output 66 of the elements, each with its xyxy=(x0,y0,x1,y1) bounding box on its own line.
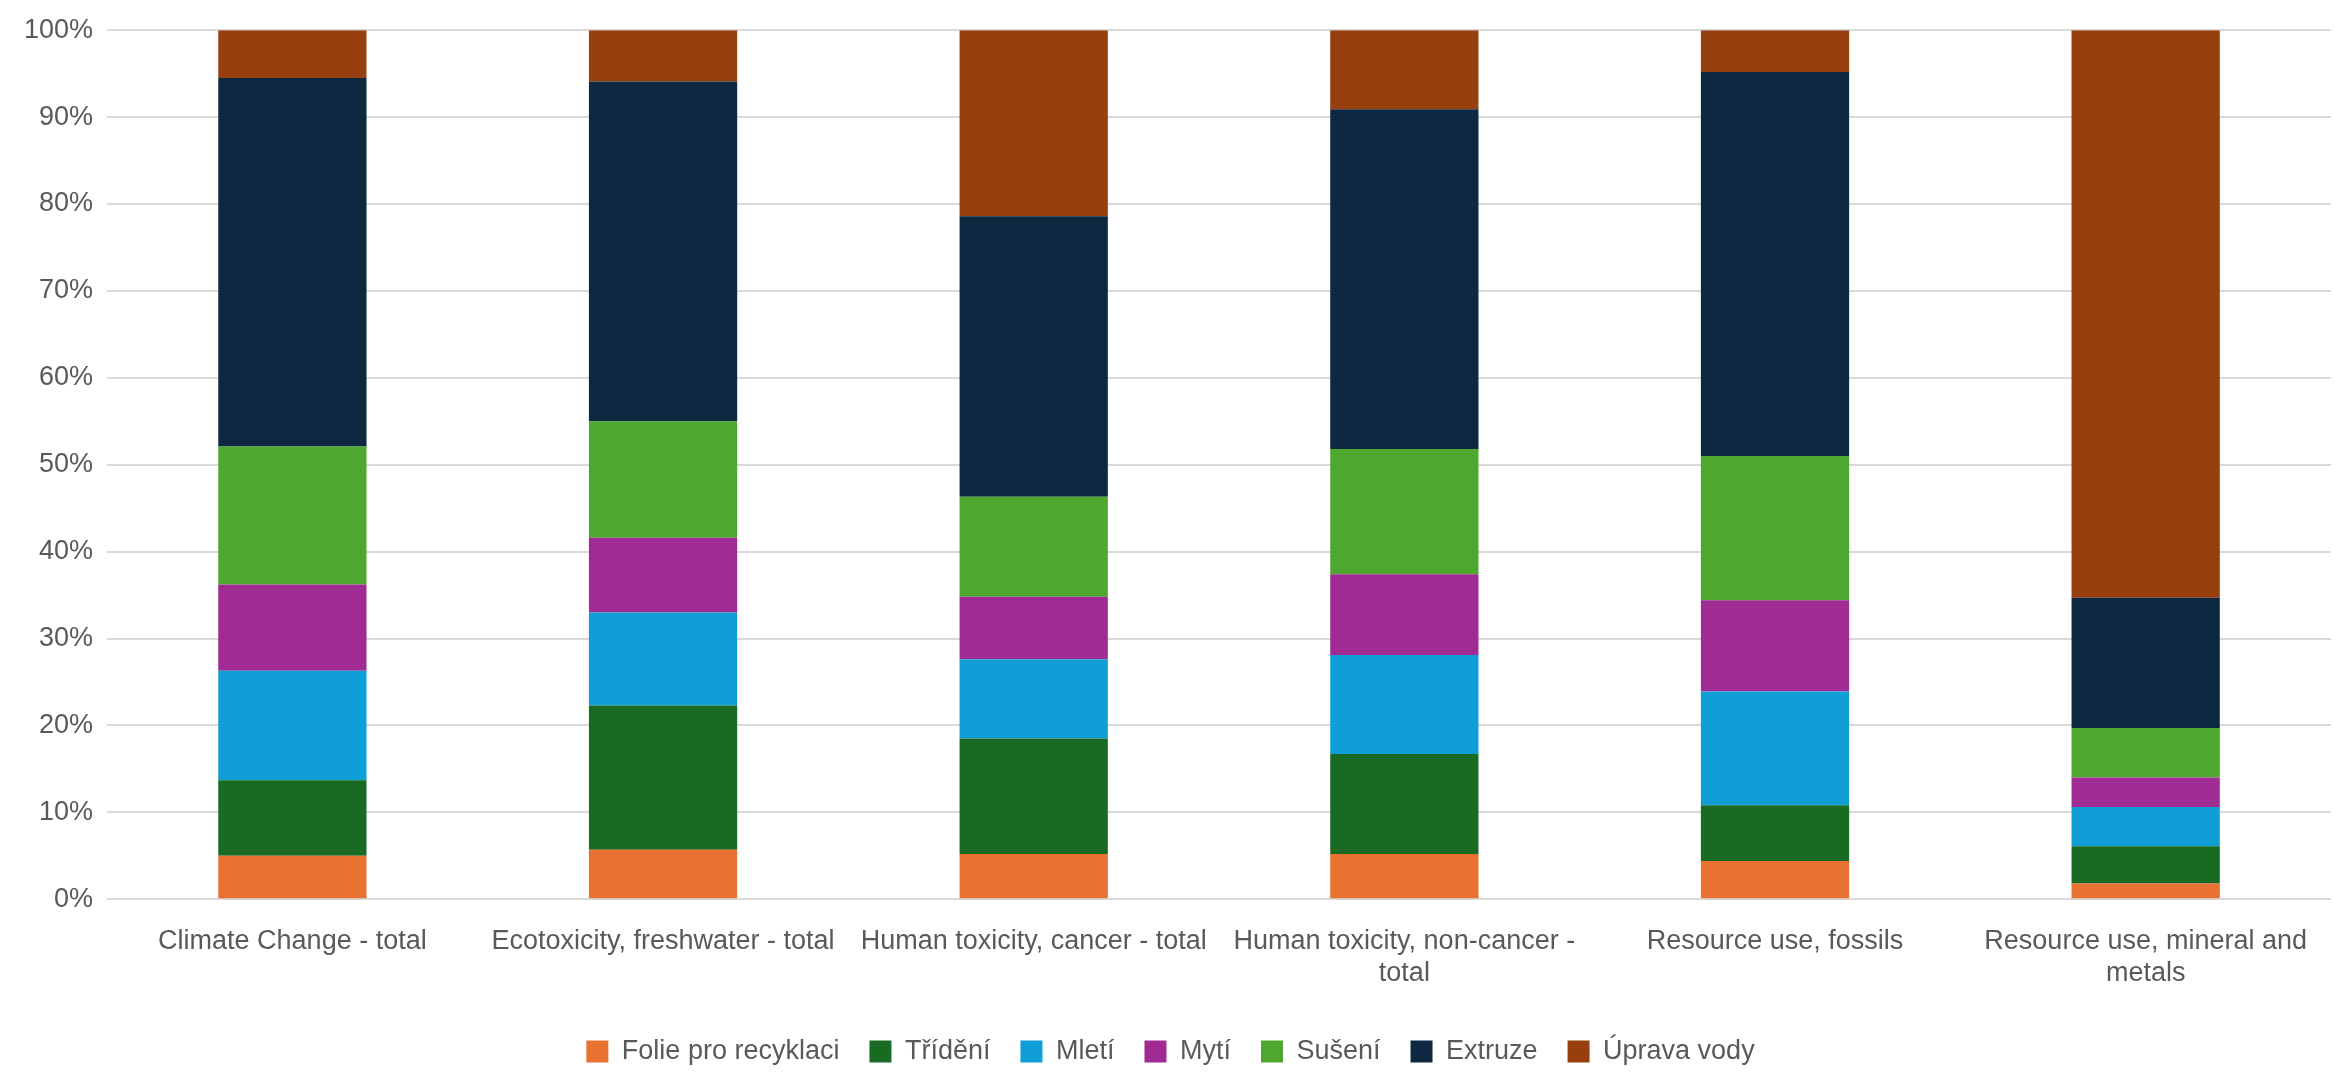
y-tick-label: 30% xyxy=(39,621,94,652)
y-tick-label: 100% xyxy=(23,13,94,44)
bar xyxy=(218,780,367,856)
legend-label: Mletí xyxy=(1055,1034,1115,1065)
bar xyxy=(959,854,1108,899)
bar xyxy=(959,659,1108,739)
bar xyxy=(959,496,1108,597)
bar xyxy=(218,584,367,671)
y-tick-label: 60% xyxy=(39,361,94,392)
bar xyxy=(588,705,738,850)
bar xyxy=(588,849,738,899)
bar xyxy=(1330,854,1479,899)
bar xyxy=(1330,449,1479,575)
legend-label: Folie pro recyklaci xyxy=(621,1034,840,1065)
bar xyxy=(2071,883,2220,899)
bar xyxy=(588,30,738,82)
x-tick-label: Ecotoxicity, freshwater - total xyxy=(491,924,835,955)
x-tick-label: Climate Change - total xyxy=(158,924,427,955)
legend-label: Extruze xyxy=(1446,1034,1538,1065)
bar xyxy=(2071,777,2220,808)
bar xyxy=(959,30,1108,217)
bar xyxy=(2071,728,2220,778)
y-tick-label: 80% xyxy=(39,187,94,218)
y-tick-label: 0% xyxy=(54,882,94,913)
legend-label: Sušení xyxy=(1296,1034,1382,1065)
bar xyxy=(1330,109,1479,450)
bar xyxy=(1330,655,1479,755)
y-tick-label: 20% xyxy=(39,708,94,739)
bar xyxy=(2071,807,2220,847)
bar xyxy=(1700,860,1850,899)
bar xyxy=(1330,754,1479,855)
bar xyxy=(959,738,1108,855)
bar xyxy=(2071,846,2220,884)
legend-label: Mytí xyxy=(1179,1034,1232,1065)
legend-label: Úprava vody xyxy=(1603,1033,1756,1065)
bar xyxy=(218,855,367,899)
x-tick-label: Resource use, fossils xyxy=(1646,924,1904,955)
bar xyxy=(1700,805,1850,861)
bar xyxy=(1700,71,1850,457)
bar xyxy=(2071,597,2220,729)
bar xyxy=(1700,456,1850,601)
x-tick-label: Human toxicity, non-cancer - total xyxy=(1233,924,1576,988)
bar xyxy=(588,612,738,706)
x-tick-label: Resource use, mineral and metals xyxy=(1984,924,2308,988)
y-tick-label: 10% xyxy=(39,795,94,826)
y-tick-label: 50% xyxy=(39,448,94,479)
bar xyxy=(588,81,738,422)
bar xyxy=(588,537,738,613)
bar xyxy=(2071,30,2220,598)
y-tick-label: 70% xyxy=(39,274,94,305)
y-tick-label: 40% xyxy=(39,535,94,566)
y-tick-label: 90% xyxy=(39,100,94,131)
bar xyxy=(588,421,738,538)
bar xyxy=(218,78,367,447)
bar xyxy=(1330,574,1479,656)
bar xyxy=(218,30,367,78)
legend-label: Třídění xyxy=(904,1034,991,1065)
bar xyxy=(1330,30,1479,110)
bar xyxy=(959,596,1108,660)
bar xyxy=(1700,691,1850,806)
bar xyxy=(1700,600,1850,692)
bar xyxy=(218,670,367,781)
bar xyxy=(1700,30,1850,72)
x-tick-label: Human toxicity, cancer - total xyxy=(860,924,1207,955)
bar xyxy=(218,446,367,585)
bar xyxy=(959,216,1108,497)
